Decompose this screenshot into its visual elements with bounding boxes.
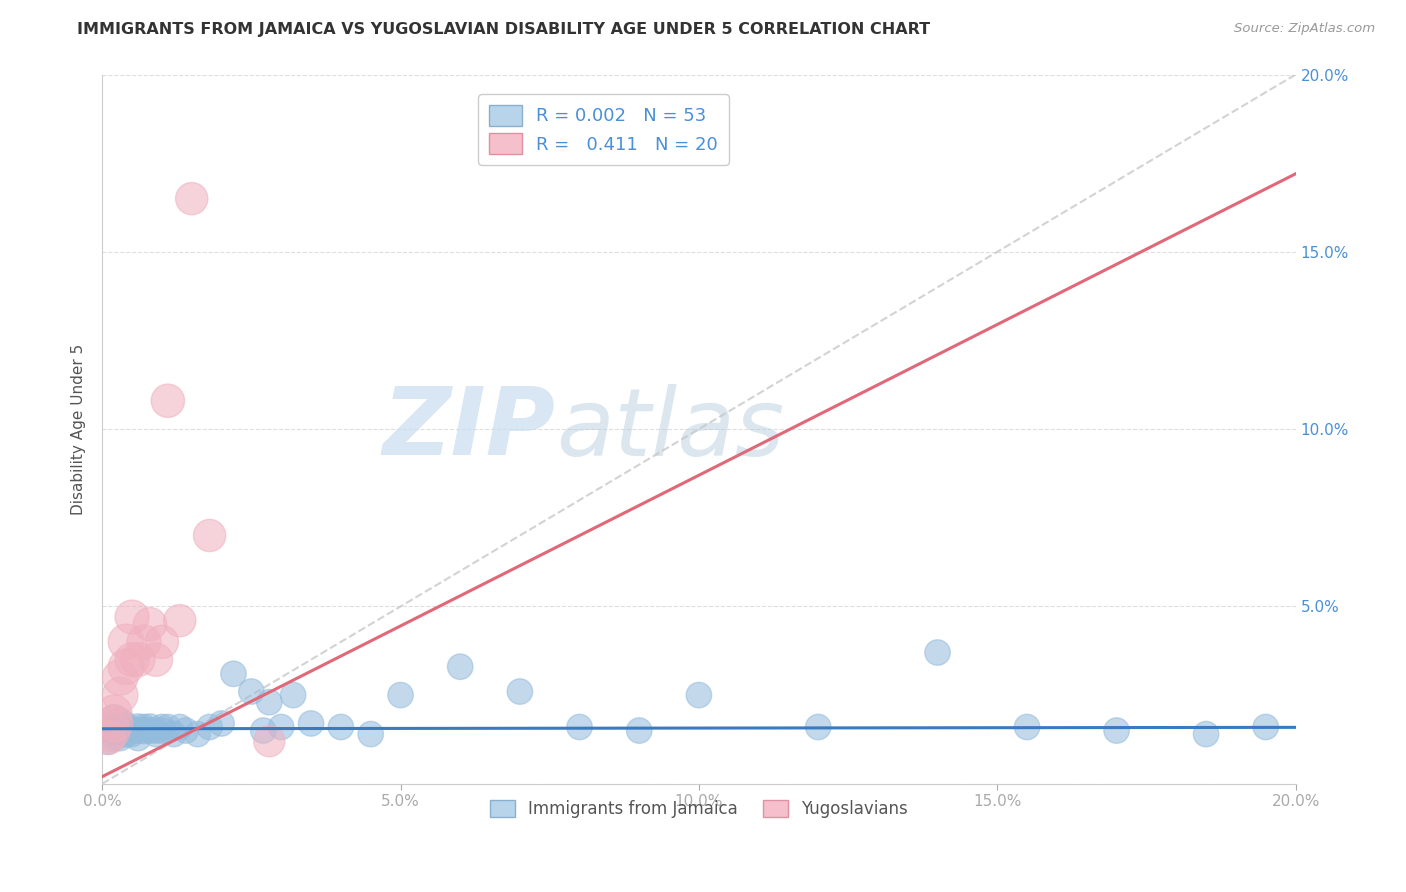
Point [103, 713, 125, 727]
Point [108, 720, 131, 734]
Point [121, 723, 143, 738]
Point [198, 528, 221, 542]
Point [927, 646, 949, 660]
Point [121, 610, 143, 624]
Point [97, 723, 120, 738]
Text: atlas: atlas [555, 384, 785, 475]
Point [97, 734, 120, 748]
Point [1015, 720, 1038, 734]
Point [807, 720, 830, 734]
Point [1195, 727, 1218, 741]
Point [132, 720, 155, 734]
Point [1254, 720, 1277, 734]
Point [187, 727, 209, 741]
Point [150, 635, 173, 649]
Point [108, 731, 131, 745]
Point [127, 731, 149, 745]
Point [150, 720, 173, 734]
Point [103, 731, 125, 745]
Point [132, 635, 155, 649]
Point [252, 723, 274, 738]
Point [169, 720, 191, 734]
Point [103, 706, 125, 720]
Point [329, 720, 352, 734]
Point [360, 727, 382, 741]
Point [156, 720, 179, 734]
Point [145, 652, 167, 666]
Y-axis label: Disability Age Under 5: Disability Age Under 5 [72, 343, 86, 515]
Point [389, 688, 412, 702]
Text: IMMIGRANTS FROM JAMAICA VS YUGOSLAVIAN DISABILITY AGE UNDER 5 CORRELATION CHART: IMMIGRANTS FROM JAMAICA VS YUGOSLAVIAN D… [77, 22, 931, 37]
Point [115, 723, 138, 738]
Point [108, 723, 131, 738]
Point [145, 723, 167, 738]
Point [103, 723, 125, 738]
Point [127, 652, 149, 666]
Point [97, 720, 120, 734]
Point [127, 723, 149, 738]
Point [145, 727, 167, 741]
Point [108, 688, 131, 702]
Point [108, 716, 131, 731]
Point [108, 670, 131, 684]
Point [259, 734, 281, 748]
Point [174, 723, 197, 738]
Point [115, 659, 138, 673]
Point [270, 720, 292, 734]
Point [103, 716, 125, 731]
Point [97, 731, 120, 745]
Point [1105, 723, 1128, 738]
Point [449, 659, 471, 673]
Point [628, 723, 651, 738]
Legend: Immigrants from Jamaica, Yugoslavians: Immigrants from Jamaica, Yugoslavians [484, 794, 915, 825]
Point [139, 723, 162, 738]
Point [139, 720, 162, 734]
Point [259, 695, 281, 709]
Point [169, 614, 191, 628]
Point [156, 393, 179, 408]
Point [115, 720, 138, 734]
Point [222, 666, 245, 681]
Point [211, 716, 233, 731]
Point [688, 688, 710, 702]
Text: Source: ZipAtlas.com: Source: ZipAtlas.com [1234, 22, 1375, 36]
Point [121, 652, 143, 666]
Point [240, 684, 263, 698]
Point [180, 192, 202, 206]
Point [121, 727, 143, 741]
Point [115, 635, 138, 649]
Point [115, 727, 138, 741]
Point [299, 716, 322, 731]
Point [139, 617, 162, 632]
Point [132, 723, 155, 738]
Point [283, 688, 305, 702]
Point [198, 720, 221, 734]
Point [150, 723, 173, 738]
Point [568, 720, 591, 734]
Point [163, 727, 186, 741]
Point [509, 684, 531, 698]
Text: ZIP: ZIP [382, 384, 555, 475]
Point [127, 720, 149, 734]
